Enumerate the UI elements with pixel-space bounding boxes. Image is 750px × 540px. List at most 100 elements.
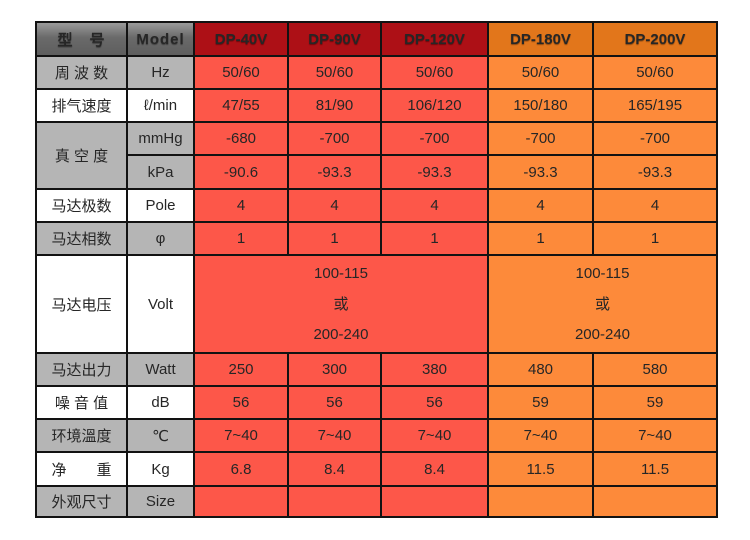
row-motor-phase: 马达相数 φ 1 1 1 1 1 [35, 221, 718, 256]
row-label: 净 重 [35, 451, 128, 487]
model-label-en: Model [126, 21, 195, 57]
model-label-zh: 型 号 [35, 21, 128, 57]
row-unit: dB [126, 385, 195, 420]
spec-cell: 4 [287, 188, 382, 223]
voltage-line: 200-240 [313, 326, 369, 343]
spec-cell: 56 [287, 385, 382, 420]
spec-cell: 4 [487, 188, 594, 223]
spec-cell: 580 [592, 352, 718, 387]
row-label: 环境溫度 [35, 418, 128, 453]
spec-cell: 50/60 [193, 55, 289, 90]
voltage-cell-red-group: 100-115 或 200-240 [193, 254, 489, 354]
model-header-dp-180v: DP-180V [487, 21, 594, 57]
spec-cell: 1 [380, 221, 489, 256]
voltage-line: 100-115 [314, 265, 368, 282]
spec-cell: 6.8 [193, 451, 289, 487]
model-header-dp-40v: DP-40V [193, 21, 289, 57]
model-header-dp-200v: DP-200V [592, 21, 718, 57]
row-unit: Pole [126, 188, 195, 223]
row-exhaust-speed: 排气速度 ℓ/min 47/55 81/90 106/120 150/180 1… [35, 88, 718, 123]
spec-cell: -700 [592, 121, 718, 156]
spec-cell [287, 485, 382, 518]
row-unit: Kg [126, 451, 195, 487]
voltage-line: 200-240 [574, 326, 631, 343]
spec-cell: 11.5 [592, 451, 718, 487]
spec-cell: 59 [487, 385, 594, 420]
spec-cell: 165/195 [592, 88, 718, 123]
row-net-weight: 净 重 Kg 6.8 8.4 8.4 11.5 11.5 [35, 451, 718, 487]
spec-cell: 250 [193, 352, 289, 387]
spec-cell: 4 [193, 188, 289, 223]
row-label: 噪 音 值 [35, 385, 128, 420]
spec-cell: -680 [193, 121, 289, 156]
spec-cell: -93.3 [592, 154, 718, 190]
spec-cell: 7~40 [487, 418, 594, 453]
spec-cell: 7~40 [287, 418, 382, 453]
row-ambient-temp: 环境溫度 ℃ 7~40 7~40 7~40 7~40 7~40 [35, 418, 718, 453]
spec-cell: 47/55 [193, 88, 289, 123]
spec-cell: 50/60 [487, 55, 594, 90]
spec-cell: 4 [380, 188, 489, 223]
row-label: 外观尺寸 [35, 485, 128, 518]
row-label: 排气速度 [35, 88, 128, 123]
model-header-dp-120v: DP-120V [380, 21, 489, 57]
row-unit: Hz [126, 55, 195, 90]
spec-cell [487, 485, 594, 518]
spec-table: 型 号 Model DP-40V DP-90V DP-120V DP-180V … [35, 21, 718, 518]
row-motor-poles: 马达极数 Pole 4 4 4 4 4 [35, 188, 718, 223]
row-unit: Volt [126, 254, 195, 354]
voltage-line: 100-115 [575, 265, 630, 282]
spec-cell: 8.4 [287, 451, 382, 487]
row-unit: φ [126, 221, 195, 256]
row-motor-voltage: 马达电压 Volt 100-115 或 200-240 100-115 或 20… [35, 254, 718, 354]
row-label: 马达出力 [35, 352, 128, 387]
spec-cell: 480 [487, 352, 594, 387]
spec-cell: 4 [592, 188, 718, 223]
spec-cell: 56 [193, 385, 289, 420]
spec-cell: -700 [487, 121, 594, 156]
spec-cell: 300 [287, 352, 382, 387]
spec-cell [193, 485, 289, 518]
row-unit: mmHg [126, 121, 195, 156]
spec-cell: -93.3 [487, 154, 594, 190]
spec-cell: 7~40 [193, 418, 289, 453]
row-unit: Size [126, 485, 195, 518]
spec-cell: 1 [487, 221, 594, 256]
row-unit: ℓ/min [126, 88, 195, 123]
row-vacuum-mmhg: 真 空 度 mmHg -680 -700 -700 -700 -700 [35, 121, 718, 190]
row-label: 周 波 数 [35, 55, 128, 90]
model-header-dp-90v: DP-90V [287, 21, 382, 57]
spec-cell: 50/60 [380, 55, 489, 90]
spec-cell: 50/60 [592, 55, 718, 90]
spec-cell: 81/90 [287, 88, 382, 123]
spec-cell: 56 [380, 385, 489, 420]
spec-cell [592, 485, 718, 518]
spec-cell: 7~40 [592, 418, 718, 453]
row-dimensions: 外观尺寸 Size [35, 485, 718, 518]
spec-cell: -93.3 [287, 154, 382, 190]
spec-cell: 1 [287, 221, 382, 256]
spec-cell: 106/120 [380, 88, 489, 123]
spec-cell [380, 485, 489, 518]
spec-cell: -700 [380, 121, 489, 156]
spec-cell: 59 [592, 385, 718, 420]
voltage-line: 或 [594, 295, 610, 313]
row-label: 马达电压 [35, 254, 128, 354]
row-unit: Watt [126, 352, 195, 387]
header-row: 型 号 Model DP-40V DP-90V DP-120V DP-180V … [35, 21, 718, 57]
row-label: 马达极数 [35, 188, 128, 223]
row-unit: ℃ [126, 418, 195, 453]
spec-cell: 1 [193, 221, 289, 256]
row-noise: 噪 音 值 dB 56 56 56 59 59 [35, 385, 718, 420]
row-frequency: 周 波 数 Hz 50/60 50/60 50/60 50/60 50/60 [35, 55, 718, 90]
spec-cell: 7~40 [380, 418, 489, 453]
spec-cell: 1 [592, 221, 718, 256]
spec-cell: -700 [287, 121, 382, 156]
row-label: 马达相数 [35, 221, 128, 256]
row-label-vacuum: 真 空 度 [35, 121, 128, 190]
row-vacuum-kpa: kPa -90.6 -93.3 -93.3 -93.3 -93.3 [36, 154, 718, 190]
spec-cell: -93.3 [380, 154, 489, 190]
spec-cell: -90.6 [193, 154, 289, 190]
spec-cell: 8.4 [380, 451, 489, 487]
